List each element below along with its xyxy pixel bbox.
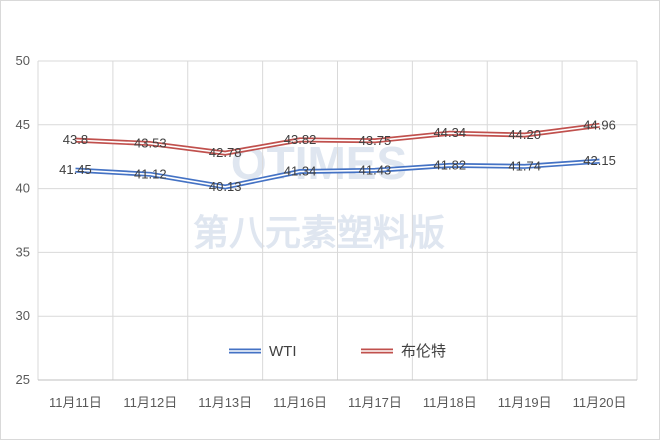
- data-label: 41.82: [434, 157, 467, 172]
- x-tick-label: 11月19日: [498, 395, 552, 410]
- data-label: 41.74: [508, 158, 541, 173]
- x-tick-label: 11月13日: [198, 395, 252, 410]
- series-group: [75, 122, 600, 190]
- series-0-line-inner: [75, 160, 600, 188]
- watermark-subtitle-mark: 第八元素塑料版: [193, 212, 445, 253]
- data-label: 43.53: [134, 136, 167, 151]
- legend: WTI 布伦特: [229, 343, 446, 360]
- gridlines: [37, 60, 638, 380]
- data-label: 41.45: [59, 162, 92, 177]
- data-label: 43.75: [359, 133, 392, 148]
- axes: 25 30 35 40 45 50 11月11日 11月12日 11月13日 11月16日 11月1…: [16, 53, 637, 410]
- y-tick-label: 35: [16, 244, 30, 259]
- series-1-line-inner: [75, 124, 600, 154]
- legend-label: WTI: [269, 343, 297, 360]
- data-label: 43.82: [284, 132, 317, 147]
- x-tick-label: 11月11日: [49, 395, 102, 410]
- data-label: 43.8: [63, 132, 88, 147]
- data-label: 44.34: [434, 125, 467, 140]
- y-tick-label: 50: [16, 53, 30, 68]
- x-tick-label: 11月20日: [573, 395, 627, 410]
- data-label: 44.96: [583, 117, 616, 132]
- data-label: 42.15: [583, 153, 616, 168]
- data-label: 41.34: [284, 164, 317, 179]
- data-labels: 41.45 41.12 40.13 41.34 41.43 41.82 41.74 42.15…: [59, 117, 616, 194]
- y-tick-label: 45: [16, 117, 30, 132]
- x-tick-label: 11月18日: [423, 395, 477, 410]
- legend-label: 布伦特: [401, 343, 446, 360]
- data-label: 41.43: [359, 162, 392, 177]
- data-label: 42.78: [209, 145, 242, 160]
- data-label: 41.12: [134, 166, 167, 181]
- x-tick-label: 11月12日: [123, 395, 177, 410]
- data-label: 40.13: [209, 179, 242, 194]
- x-tick-label: 11月16日: [273, 395, 327, 410]
- data-label: 44.20: [508, 127, 541, 142]
- y-tick-label: 40: [16, 181, 30, 196]
- y-tick-label: 30: [16, 308, 30, 323]
- x-tick-label: 11月17日: [348, 395, 402, 410]
- y-tick-label: 25: [16, 372, 30, 387]
